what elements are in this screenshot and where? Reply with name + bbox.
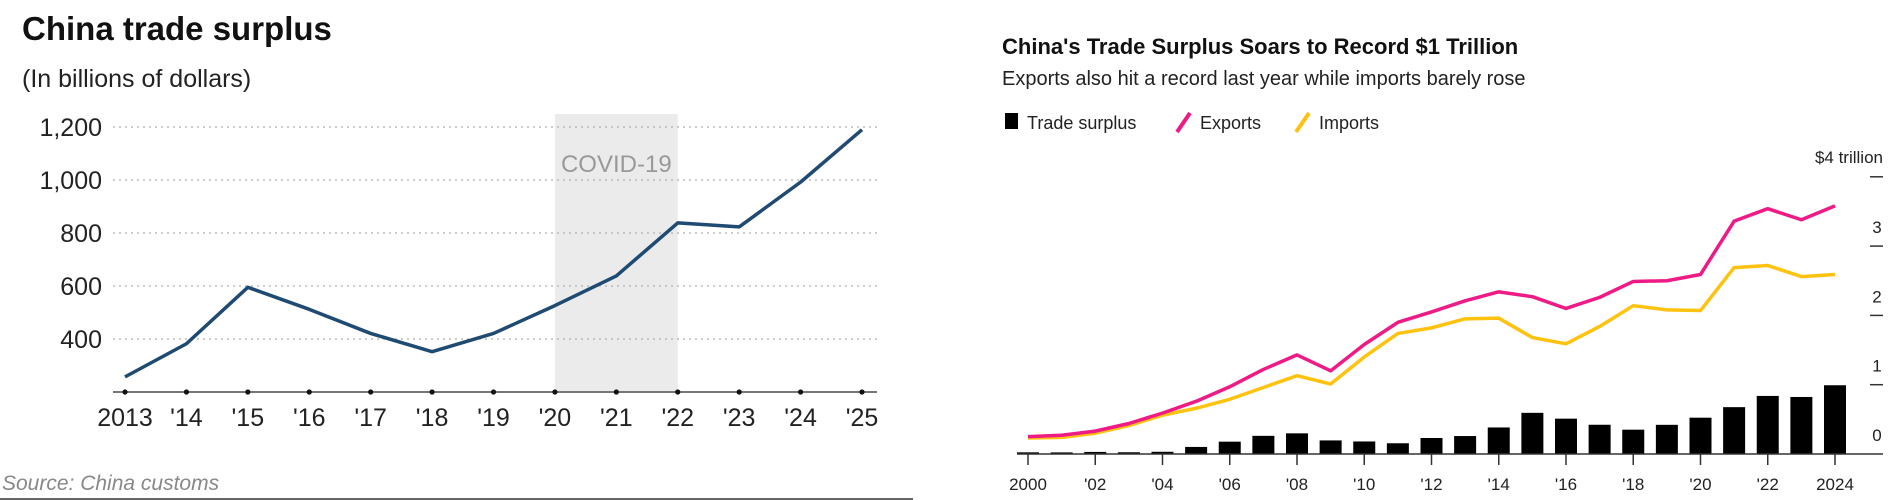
surplus-bar: [1521, 412, 1544, 454]
x-tick-label: '17: [354, 404, 387, 432]
y-tick-label: 800: [60, 220, 102, 248]
surplus-bar: [1588, 424, 1611, 454]
x-tick-label: '12: [1420, 475, 1442, 494]
y-tick-label: 2: [1872, 287, 1881, 306]
surplus-bar: [1050, 452, 1073, 454]
surplus-bar: [1622, 429, 1645, 454]
x-tick-label: '06: [1219, 475, 1241, 494]
surplus-bar: [1319, 440, 1342, 454]
x-tick-label: '22: [661, 404, 694, 432]
surplus-bar: [1286, 433, 1308, 454]
y-tick-label: 400: [60, 326, 102, 354]
x-tick-dot: [306, 389, 312, 395]
right-chart-title: China's Trade Surplus Soars to Record $1…: [1002, 34, 1518, 59]
x-tick-dot: [552, 389, 558, 395]
x-tick-label: '20: [1689, 475, 1711, 494]
surplus-bar: [1655, 424, 1678, 454]
surplus-bar: [1723, 407, 1746, 454]
x-tick-dot: [183, 389, 190, 395]
x-tick-label: '10: [1353, 475, 1375, 494]
right-chart: China's Trade Surplus Soars to Record $1…: [1002, 34, 1883, 494]
right-chart-subtitle: Exports also hit a record last year whil…: [1002, 68, 1526, 90]
legend-label-exports: Exports: [1200, 113, 1261, 133]
x-tick-label: 2013: [97, 404, 153, 432]
x-tick-label: '19: [477, 404, 510, 432]
x-tick-dot: [122, 389, 128, 395]
x-tick-dot: [675, 389, 681, 395]
left-chart-subtitle: (In billions of dollars): [22, 65, 251, 93]
surplus-bar: [1185, 446, 1208, 454]
x-tick-label: 2000: [1009, 475, 1047, 494]
surplus-bar: [1454, 436, 1477, 454]
y-tick-label: 3: [1872, 218, 1881, 237]
surplus-bar: [1824, 385, 1846, 454]
y-tick-label: 1,000: [39, 167, 102, 195]
covid-shaded-region: [554, 114, 678, 392]
imports-line: [1027, 263, 1836, 440]
y-tick-label: 1: [1872, 357, 1881, 376]
surplus-bar: [1252, 435, 1275, 454]
x-tick-label: '20: [539, 404, 572, 432]
legend-swatch-exports: [1175, 111, 1192, 134]
x-tick-dot: [736, 389, 742, 395]
surplus-bar: [1689, 417, 1712, 454]
x-tick-dot: [245, 389, 251, 395]
left-chart: China trade surplus (In billions of doll…: [0, 10, 913, 500]
surplus-bar: [1084, 451, 1107, 454]
x-tick-label: '18: [416, 404, 449, 432]
surplus-bar: [1353, 441, 1376, 454]
source-note: Source: China customs: [2, 472, 220, 495]
surplus-bar: [1386, 443, 1409, 454]
x-tick-dot: [613, 389, 619, 395]
surplus-bar: [1487, 427, 1510, 454]
x-tick-label: '24: [784, 404, 817, 432]
x-tick-label: 2024: [1816, 475, 1854, 494]
y-tick-label: 1,200: [39, 114, 102, 142]
x-tick-label: '14: [170, 404, 203, 432]
x-tick-label: '16: [1555, 475, 1577, 494]
surplus-bar: [1218, 441, 1241, 454]
x-tick-label: '04: [1151, 475, 1173, 494]
x-tick-label: '14: [1488, 475, 1510, 494]
surplus-bar: [1756, 395, 1779, 454]
x-tick-dot: [429, 389, 435, 395]
x-tick-dot: [797, 389, 804, 395]
surplus-bar: [1117, 452, 1140, 454]
x-tick-label: '18: [1622, 475, 1644, 494]
y-tick-label: 0: [1872, 426, 1881, 445]
x-tick-label: '08: [1286, 475, 1308, 494]
covid-annotation: COVID-19: [561, 151, 672, 178]
legend-label-trade-surplus: Trade surplus: [1027, 113, 1136, 133]
surplus-bar: [1790, 396, 1813, 454]
left-chart-title: China trade surplus: [22, 10, 332, 47]
x-tick-label: '16: [293, 404, 326, 432]
x-tick-dot: [368, 389, 374, 395]
surplus-bar: [1420, 437, 1443, 454]
exports-line: [1027, 204, 1836, 439]
legend: Trade surplus Exports Imports: [1005, 111, 1379, 134]
x-tick-label: '02: [1084, 475, 1106, 494]
x-tick-label: '23: [723, 404, 756, 432]
legend-label-imports: Imports: [1319, 113, 1379, 133]
legend-swatch-trade-surplus: [1005, 113, 1018, 129]
surplus-line: [124, 128, 864, 379]
x-tick-dot: [490, 389, 497, 395]
y-tick-label: 600: [60, 273, 102, 301]
legend-swatch-imports: [1294, 111, 1311, 134]
x-tick-label: '15: [232, 404, 265, 432]
x-tick-label: '25: [846, 404, 879, 432]
x-tick-label: '22: [1757, 475, 1779, 494]
surplus-bar: [1017, 452, 1039, 454]
x-tick-dot: [859, 389, 865, 395]
surplus-bar: [1151, 451, 1174, 454]
y-tick-label: $4 trillion: [1815, 148, 1883, 167]
x-tick-label: '21: [600, 404, 633, 432]
surplus-bar: [1555, 418, 1577, 454]
